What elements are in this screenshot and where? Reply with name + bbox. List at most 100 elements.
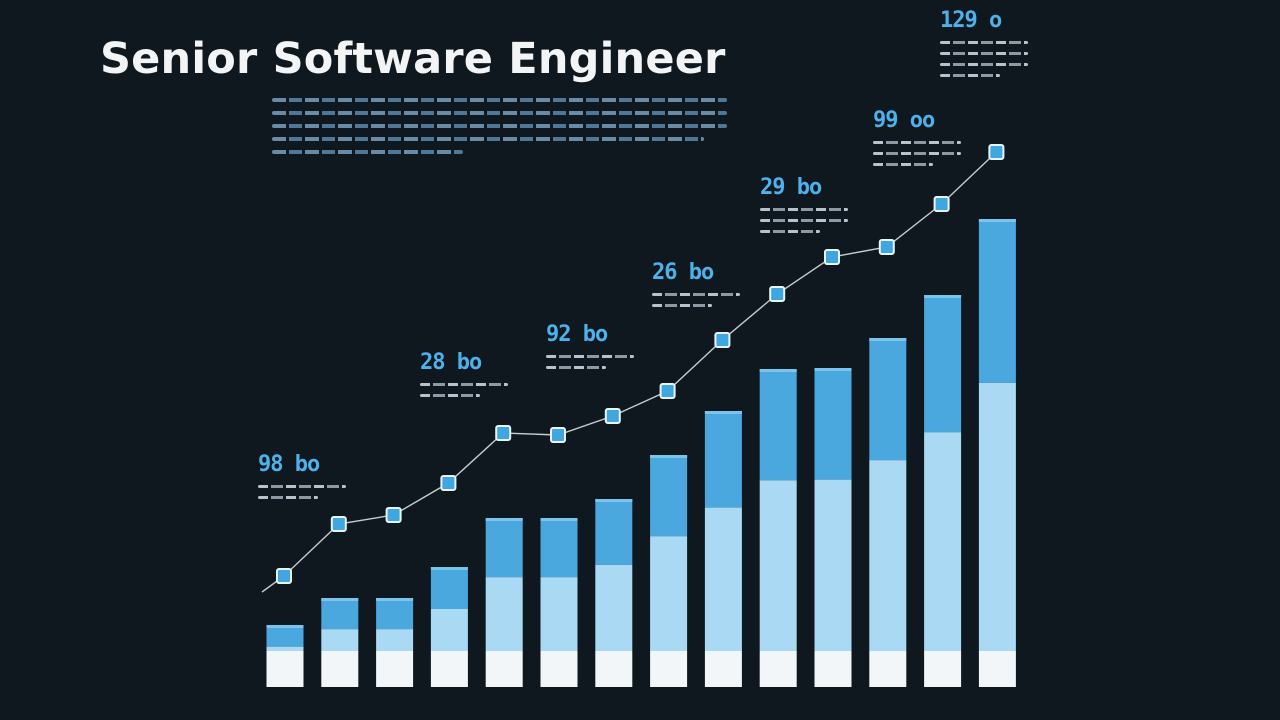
callout-value: 129 o (940, 8, 1002, 33)
bar-cap (814, 368, 852, 371)
bar-base-segment (540, 651, 578, 687)
bar-middle-segment (266, 646, 304, 651)
bar (869, 338, 907, 687)
bar-middle-segment (814, 479, 852, 651)
line-marker (769, 286, 786, 302)
bar-cap (540, 518, 578, 521)
bar-cap (924, 295, 962, 298)
bar-middle-segment (759, 480, 797, 651)
bar-top-segment (376, 598, 414, 630)
bar-top-segment (266, 625, 304, 647)
bar-base-segment (650, 651, 688, 687)
bar (650, 455, 688, 687)
bar (430, 567, 468, 687)
bar-top-segment (485, 518, 523, 578)
callout-value: 28 bo (420, 350, 482, 375)
bar (759, 369, 797, 687)
callout-value: 26 bo (652, 260, 714, 285)
bar-top-segment (595, 499, 633, 565)
line-marker (550, 427, 566, 443)
callout-label: 29 bo (760, 175, 848, 233)
callout-value: 29 bo (760, 175, 822, 200)
chart-title: Senior Software Engineer (100, 34, 726, 84)
bar-base-segment (759, 651, 797, 687)
bar-middle-segment (376, 629, 414, 651)
line-marker (878, 239, 895, 255)
bar-top-segment (650, 455, 688, 537)
bar-base-segment (595, 651, 633, 687)
bar-middle-segment (485, 577, 523, 651)
callout-label: 129 o (940, 8, 1028, 77)
bar-base-segment (430, 651, 468, 687)
bar (485, 518, 523, 687)
line-marker (933, 196, 950, 212)
bar (595, 499, 633, 687)
callout-label: 28 bo (420, 350, 508, 397)
callout-value: 99 oo (873, 108, 935, 133)
bar (376, 598, 414, 687)
bar-base-segment (869, 651, 907, 687)
bar-top-segment (869, 338, 907, 461)
bar-top-segment (540, 518, 578, 578)
bar-cap (321, 598, 359, 601)
bar-cap (869, 338, 907, 341)
line-marker (385, 507, 402, 523)
bar-cap (978, 219, 1016, 222)
bar-top-segment (704, 411, 742, 508)
bar-base-segment (704, 651, 742, 687)
line-marker (604, 408, 621, 424)
callout-label: 98 bo (258, 452, 346, 499)
bar-middle-segment (704, 507, 742, 651)
bar-middle-segment (595, 564, 633, 651)
bar-top-segment (759, 369, 797, 481)
description-text (272, 98, 727, 163)
bar-top-segment (924, 295, 962, 433)
bar-middle-segment (869, 460, 907, 651)
bar (704, 411, 742, 687)
line-marker (824, 249, 840, 265)
bar-base-segment (978, 651, 1016, 687)
line-marker (714, 332, 731, 348)
callout-value: 92 bo (546, 322, 608, 347)
bar-middle-segment (924, 432, 962, 651)
bar-cap (704, 411, 742, 414)
bar-middle-segment (650, 536, 688, 651)
bar-base-segment (485, 651, 523, 687)
bar-base-segment (321, 651, 359, 687)
bar-cap (650, 455, 688, 458)
bar (924, 295, 962, 687)
bar-top-segment (321, 598, 359, 630)
bar-top-segment (430, 567, 468, 609)
bar-base-segment (814, 651, 852, 687)
bar-middle-segment (540, 577, 578, 651)
bar-middle-segment (430, 609, 468, 651)
callout-label: 92 bo (546, 322, 634, 369)
line-marker (659, 383, 676, 399)
line-marker (988, 144, 1005, 160)
line-marker (495, 425, 512, 441)
bar (540, 518, 578, 687)
bar-middle-segment (321, 629, 359, 651)
bar-cap (266, 625, 304, 628)
bar-middle-segment (978, 382, 1016, 651)
bar-base-segment (266, 651, 304, 687)
bar-base-segment (376, 651, 414, 687)
callout-value: 98 bo (258, 452, 320, 477)
bar (814, 368, 852, 687)
bar-cap (595, 499, 633, 502)
bar-cap (430, 567, 468, 570)
bar-top-segment (814, 368, 852, 480)
line-marker (276, 568, 292, 584)
bar-top-segment (978, 219, 1016, 383)
line-marker (440, 475, 457, 491)
callout-label: 26 bo (652, 260, 740, 307)
bar (321, 598, 359, 687)
bar-base-segment (924, 651, 962, 687)
bar-cap (759, 369, 797, 372)
line-marker (330, 516, 347, 532)
bar (266, 625, 304, 687)
callout-label: 99 oo (873, 108, 961, 166)
bar-cap (376, 598, 414, 601)
bar-cap (485, 518, 523, 521)
